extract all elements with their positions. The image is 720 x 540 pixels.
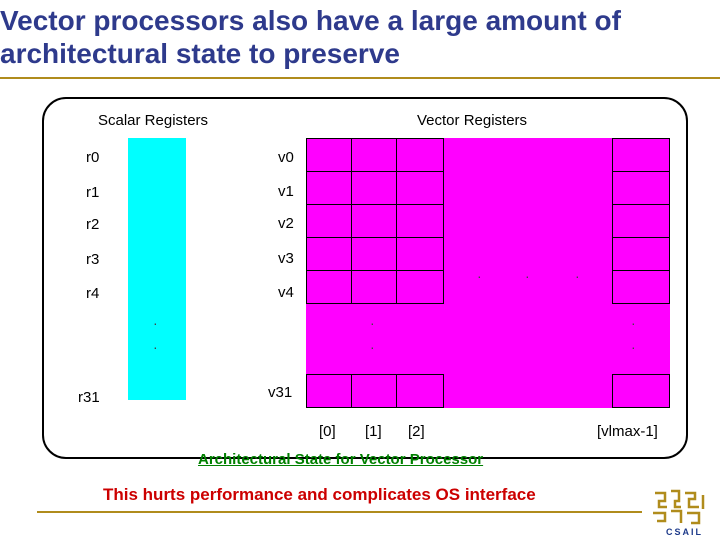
vector-element-cell — [612, 138, 670, 172]
vector-element-cell — [351, 237, 397, 271]
scalar-label-r2: r2 — [86, 216, 100, 233]
element-index-last: [vlmax-1] — [597, 423, 658, 440]
vector-element-cell — [396, 270, 444, 304]
vector-element-cell — [351, 270, 397, 304]
vector-ellipsis-dot: · — [631, 339, 636, 355]
scalar-register-file — [128, 138, 186, 400]
element-index-2: [2] — [408, 423, 425, 440]
vector-label-v2: v2 — [278, 215, 294, 232]
footer-divider — [37, 511, 642, 513]
vector-label-v4: v4 — [278, 284, 294, 301]
vector-element-cell — [612, 171, 670, 205]
scalar-ellipsis-dot: · — [153, 315, 158, 331]
vector-ellipsis-dot: · — [370, 339, 375, 355]
vector-element-cell — [396, 171, 444, 205]
vector-label-v31: v31 — [268, 384, 293, 401]
scalar-label-r0: r0 — [86, 149, 100, 166]
vector-element-cell — [612, 237, 670, 271]
scalar-label-r4: r4 — [86, 285, 100, 302]
vector-element-cell — [612, 204, 670, 238]
vector-element-cell — [351, 204, 397, 238]
vector-element-cell — [306, 270, 352, 304]
vector-element-cell — [612, 270, 670, 304]
scalar-label-r1: r1 — [86, 184, 100, 201]
vector-element-cell — [306, 237, 352, 271]
diagram-caption: Architectural State for Vector Processor — [198, 451, 484, 468]
slide-title: Vector processors also have a large amou… — [0, 5, 621, 69]
vector-element-cell — [351, 138, 397, 172]
element-index-1: [1] — [365, 423, 382, 440]
vector-element-cell — [306, 138, 352, 172]
vector-element-cell — [306, 374, 352, 408]
vector-registers-heading: Vector Registers — [417, 112, 528, 129]
vector-label-v3: v3 — [278, 250, 294, 267]
vector-ellipsis-dot: · — [575, 268, 580, 284]
vector-element-cell — [396, 237, 444, 271]
vector-ellipsis-dot: · — [631, 315, 636, 331]
scalar-registers-heading: Scalar Registers — [98, 112, 209, 129]
vector-ellipsis-dot: · — [477, 268, 482, 284]
scalar-label-r3: r3 — [86, 251, 100, 268]
title-divider — [0, 77, 720, 79]
scalar-label-r31: r31 — [78, 389, 100, 406]
vector-element-cell — [396, 374, 444, 408]
architectural-state-frame — [42, 97, 688, 459]
vector-element-cell — [306, 171, 352, 205]
vector-element-cell — [396, 138, 444, 172]
vector-element-cell — [306, 204, 352, 238]
footer-note: This hurts performance and complicates O… — [103, 485, 536, 504]
scalar-ellipsis-dot: · — [153, 339, 158, 355]
vector-element-cell — [396, 204, 444, 238]
vector-register-file — [306, 138, 670, 408]
csail-logo-text: CSAIL — [666, 527, 703, 537]
vector-ellipsis-dot: · — [370, 315, 375, 331]
csail-logo-icon — [653, 489, 705, 525]
vector-element-cell — [351, 374, 397, 408]
vector-element-cell — [351, 171, 397, 205]
vector-label-v0: v0 — [278, 149, 294, 166]
vector-ellipsis-dot: · — [525, 268, 530, 284]
vector-label-v1: v1 — [278, 183, 294, 200]
element-index-0: [0] — [319, 423, 336, 440]
vector-element-cell — [612, 374, 670, 408]
